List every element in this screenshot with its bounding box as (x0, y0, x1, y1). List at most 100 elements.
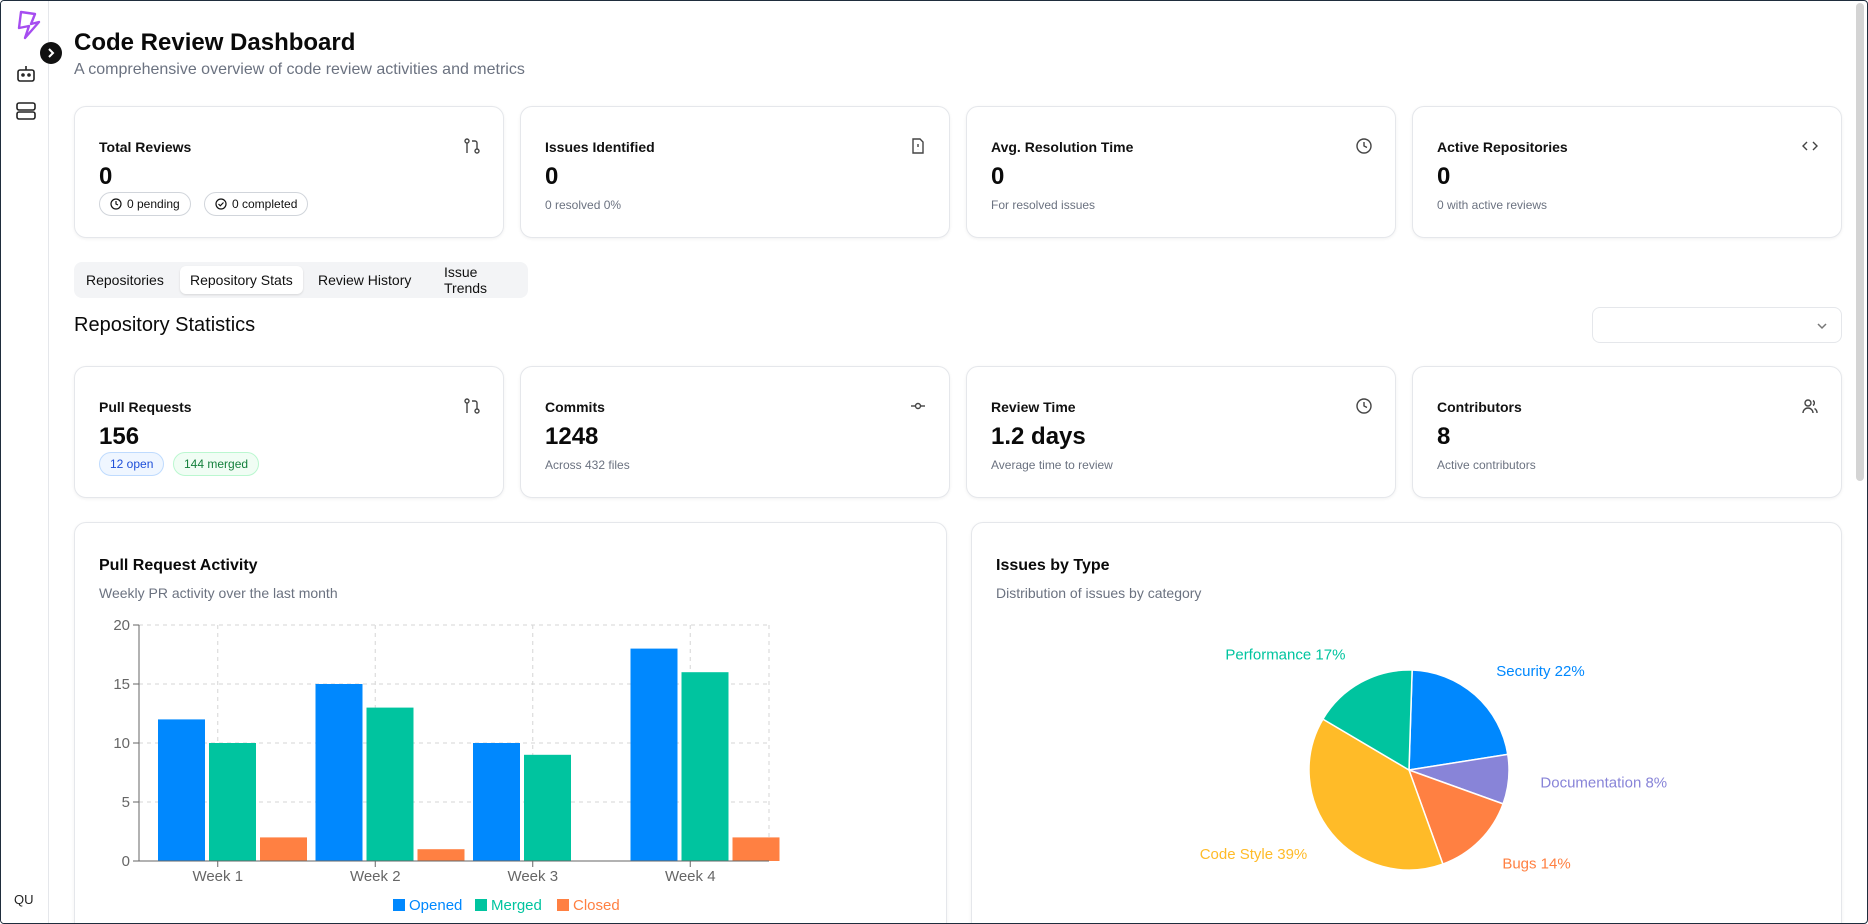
pie-label: Bugs 14% (1502, 855, 1570, 872)
pie-label: Documentation 8% (1540, 774, 1667, 791)
y-tick-label: 20 (113, 617, 130, 634)
pie-label: Code Style 39% (1200, 846, 1308, 863)
check-circle-icon (215, 198, 227, 210)
pull-requests-card: Pull Requests 156 12 open 144 merged (74, 366, 504, 498)
card-note: 0 with active reviews (1437, 198, 1548, 212)
bar-closed-week-1 (260, 837, 307, 861)
sidebar-toggle-button[interactable] (40, 42, 62, 64)
card-value: 1248 (545, 423, 599, 450)
tab-repository-stats[interactable]: Repository Stats (180, 266, 303, 294)
card-value: 0 (545, 163, 559, 190)
bar-closed-week-2 (417, 849, 465, 861)
tab-bar: Repositories Repository Stats Review His… (74, 262, 528, 298)
chevron-right-icon (48, 48, 55, 58)
card-note: Active contributors (1437, 458, 1536, 472)
commits-card: Commits 1248 Across 432 files (520, 366, 950, 498)
tab-review-history[interactable]: Review History (318, 272, 412, 288)
issues-pie-chart: Security 22% Documentation 8% Bugs 14% Code… (1200, 646, 1667, 872)
sidebar: QU (1, 1, 49, 923)
file-alert-icon (912, 138, 924, 154)
legend-label: Merged (491, 897, 542, 914)
y-tick-label: 5 (122, 794, 130, 811)
pie-label: Performance 17% (1225, 646, 1345, 663)
pr-activity-chart: 0 5 10 15 20 Week 1 Week 2 Week 3 Week 4 Opened Me… (113, 617, 780, 914)
card-title: Total Reviews (99, 139, 192, 155)
card-value: 0 (991, 163, 1005, 190)
page-title: Code Review Dashboard (74, 29, 356, 56)
legend-label: Closed (573, 897, 620, 914)
legend-swatch (393, 899, 405, 911)
panel-subtitle: Weekly PR activity over the last month (99, 585, 338, 601)
tab-repositories[interactable]: Repositories (86, 272, 164, 288)
y-tick-label: 0 (122, 853, 130, 870)
bot-icon[interactable] (15, 63, 37, 85)
clock-icon (1356, 398, 1372, 414)
bar-opened-week-2 (315, 684, 363, 861)
card-note: Across 432 files (545, 458, 630, 472)
pie-slice-performance (1321, 669, 1413, 772)
card-value: 1.2 days (991, 423, 1086, 450)
page-subtitle: A comprehensive overview of code review … (74, 61, 525, 78)
pie-slice-code-style (1308, 718, 1444, 871)
pull-request-icon (464, 138, 480, 154)
pull-request-icon (464, 398, 480, 414)
completed-text: 0 completed (232, 197, 298, 211)
card-title: Issues Identified (545, 139, 655, 155)
bar-opened-week-4 (630, 648, 678, 861)
code-icon (1802, 141, 1818, 151)
card-title: Review Time (991, 399, 1076, 415)
pie-slice-security (1408, 669, 1509, 771)
x-tick-label: Week 4 (665, 868, 716, 885)
active-repositories-card: Active Repositories 0 0 with active revi… (1412, 106, 1842, 238)
tab-issue-trends[interactable]: Issue Trends (444, 264, 488, 296)
avg-resolution-card: Avg. Resolution Time 0 For resolved issu… (966, 106, 1396, 238)
contributors-card: Contributors 8 Active contributors (1412, 366, 1842, 498)
bar-merged-week-3 (524, 754, 571, 861)
bar-opened-week-3 (473, 743, 520, 861)
panel-title: Pull Request Activity (99, 557, 258, 574)
bar-merged-week-2 (366, 707, 414, 861)
card-note: 0 resolved 0% (545, 198, 622, 212)
chevron-down-icon (1817, 323, 1827, 330)
card-value: 0 (1437, 163, 1451, 190)
bar-merged-week-1 (209, 743, 256, 861)
bar-closed-week-4 (732, 837, 780, 861)
user-avatar[interactable]: QU (14, 892, 34, 907)
card-title: Avg. Resolution Time (991, 139, 1134, 155)
pending-text: 0 pending (127, 197, 180, 211)
x-tick-label: Week 3 (507, 868, 558, 885)
server-icon[interactable] (15, 100, 37, 122)
legend-label: Opened (409, 897, 462, 914)
commit-icon (911, 402, 925, 410)
card-title: Active Repositories (1437, 139, 1568, 155)
open-badge: 12 open (99, 452, 165, 476)
bar-opened-week-1 (158, 719, 205, 861)
users-icon (1802, 399, 1818, 414)
merged-badge: 144 merged (173, 452, 260, 476)
x-tick-label: Week 2 (350, 868, 401, 885)
review-time-card: Review Time 1.2 days Average time to rev… (966, 366, 1396, 498)
section-title: Repository Statistics (74, 314, 256, 336)
pie-slice-bugs (1407, 768, 1505, 866)
app-logo-icon[interactable] (13, 10, 41, 40)
issues-by-type-panel: Issues by Type Distribution of issues by… (971, 522, 1842, 923)
pending-badge: 0 pending (99, 192, 191, 216)
card-value: 156 (99, 423, 140, 450)
scrollbar[interactable] (1856, 3, 1864, 481)
repository-select[interactable] (1592, 307, 1842, 343)
pie-label: Security 22% (1496, 663, 1584, 680)
card-title: Contributors (1437, 399, 1522, 415)
bar-merged-week-4 (681, 672, 729, 861)
total-reviews-card: Total Reviews 0 0 pending 0 completed (74, 106, 504, 238)
pr-activity-panel: Pull Request Activity Weekly PR activity… (74, 522, 947, 923)
card-value: 8 (1437, 423, 1451, 450)
clock-icon (110, 198, 122, 210)
card-note: Average time to review (991, 458, 1113, 472)
issues-identified-card: Issues Identified 0 0 resolved 0% (520, 106, 950, 238)
x-tick-label: Week 1 (192, 868, 243, 885)
card-title: Pull Requests (99, 399, 192, 415)
panel-title: Issues by Type (996, 557, 1110, 574)
card-value: 0 (99, 163, 113, 190)
legend-swatch (557, 899, 569, 911)
